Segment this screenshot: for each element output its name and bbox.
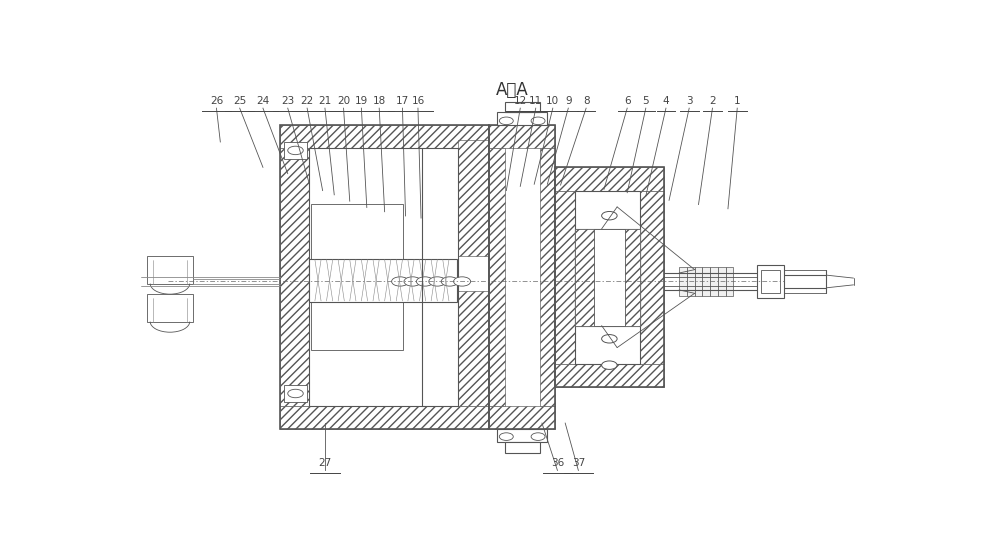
Bar: [489, 148, 505, 406]
Text: 11: 11: [529, 96, 542, 106]
Circle shape: [602, 334, 617, 343]
Bar: [574, 191, 640, 364]
Bar: [555, 167, 664, 387]
Bar: [284, 385, 307, 402]
Bar: [280, 148, 309, 406]
Circle shape: [441, 277, 458, 286]
Circle shape: [416, 277, 433, 286]
Bar: [687, 267, 695, 296]
Bar: [726, 267, 733, 296]
Bar: [309, 259, 457, 301]
Circle shape: [602, 242, 617, 251]
Text: 10: 10: [546, 96, 559, 106]
Circle shape: [602, 273, 617, 282]
Text: 19: 19: [355, 96, 368, 106]
Bar: [489, 125, 555, 429]
Bar: [280, 125, 489, 148]
Bar: [280, 406, 489, 429]
Bar: [555, 191, 574, 364]
Text: 3: 3: [686, 96, 693, 106]
Text: 20: 20: [337, 96, 350, 106]
Text: 25: 25: [233, 96, 246, 106]
Bar: [280, 125, 489, 429]
Bar: [489, 125, 555, 148]
Text: 36: 36: [551, 458, 564, 468]
Text: 21: 21: [318, 96, 332, 106]
Bar: [284, 142, 307, 159]
Text: 27: 27: [318, 458, 332, 468]
Text: 4: 4: [663, 96, 669, 106]
Text: 8: 8: [583, 96, 589, 106]
Bar: [640, 191, 664, 364]
Bar: [505, 102, 540, 113]
Bar: [695, 267, 702, 296]
Bar: [555, 364, 664, 387]
Bar: [710, 267, 718, 296]
Bar: [594, 229, 625, 326]
Bar: [761, 270, 780, 293]
Text: 37: 37: [572, 458, 585, 468]
Text: 26: 26: [210, 96, 223, 106]
Bar: [574, 229, 640, 326]
Text: 12: 12: [514, 96, 527, 106]
Bar: [497, 429, 547, 442]
Circle shape: [499, 117, 513, 125]
Circle shape: [499, 433, 513, 440]
Circle shape: [454, 277, 471, 286]
Bar: [505, 442, 540, 453]
Bar: [458, 141, 489, 256]
Text: 17: 17: [396, 96, 409, 106]
Circle shape: [429, 277, 446, 286]
Bar: [311, 204, 403, 268]
Text: 18: 18: [373, 96, 386, 106]
Text: 16: 16: [411, 96, 425, 106]
Bar: [757, 265, 784, 298]
Circle shape: [602, 361, 617, 369]
Text: 6: 6: [624, 96, 631, 106]
Circle shape: [392, 277, 409, 286]
Circle shape: [531, 433, 545, 440]
Bar: [540, 148, 555, 406]
Bar: [309, 148, 458, 406]
Circle shape: [404, 277, 421, 286]
Bar: [489, 406, 555, 429]
Bar: [497, 113, 547, 125]
Text: 23: 23: [281, 96, 294, 106]
Text: 5: 5: [642, 96, 649, 106]
Bar: [458, 290, 489, 406]
Bar: [555, 167, 664, 191]
Bar: [147, 256, 193, 284]
Bar: [574, 229, 640, 326]
Circle shape: [602, 304, 617, 312]
Bar: [702, 267, 710, 296]
Text: A－A: A－A: [496, 81, 529, 99]
Bar: [311, 287, 403, 350]
Circle shape: [288, 146, 303, 155]
Text: 9: 9: [565, 96, 572, 106]
Bar: [679, 267, 687, 296]
Bar: [718, 267, 726, 296]
Text: 2: 2: [709, 96, 716, 106]
Circle shape: [531, 117, 545, 125]
Text: 24: 24: [256, 96, 270, 106]
Circle shape: [288, 389, 303, 397]
Circle shape: [602, 211, 617, 220]
Text: 1: 1: [734, 96, 741, 106]
Text: 22: 22: [300, 96, 314, 106]
Bar: [147, 294, 193, 322]
